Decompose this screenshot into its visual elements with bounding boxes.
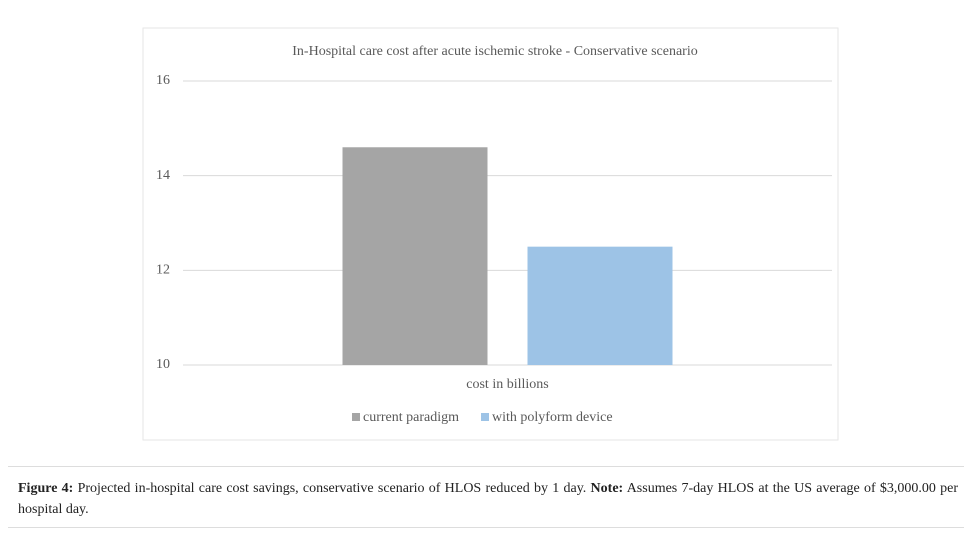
- legend-swatch: [481, 413, 490, 421]
- caption-frame: [8, 466, 964, 528]
- caption: Figure 4: Projected in-hospital care cos…: [18, 478, 958, 520]
- chart-area: [142, 27, 839, 441]
- y-tick-label: 14: [156, 168, 170, 183]
- legend-label: with polyform device: [492, 410, 613, 425]
- caption-label: Figure 4:: [18, 481, 74, 496]
- chart: In-Hospital care cost after acute ischem…: [142, 27, 839, 441]
- y-tick-label: 10: [156, 357, 170, 372]
- bar: [527, 246, 673, 365]
- y-tick-label: 16: [156, 73, 170, 88]
- x-tick-label: cost in billions: [466, 377, 548, 392]
- legend-swatch: [352, 413, 360, 421]
- caption-text: Projected in-hospital care cost savings,…: [77, 481, 587, 496]
- legend-label: current paradigm: [363, 410, 459, 425]
- chart-title: In-Hospital care cost after acute ischem…: [292, 44, 697, 59]
- bar: [342, 147, 488, 365]
- y-tick-label: 12: [156, 263, 170, 278]
- note-label: Note:: [590, 481, 624, 496]
- note-text: Assumes 7-day HLOS at the US average of …: [18, 481, 959, 517]
